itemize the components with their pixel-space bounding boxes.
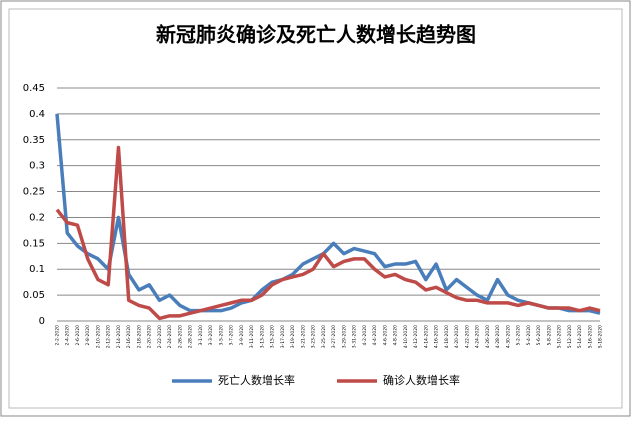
x-tick-label: 2-8-2020 [85,325,91,346]
x-tick-label: 2-16-2020 [126,325,132,348]
x-tick-label: 4-4-2020 [372,325,378,346]
y-tick-label: 0.2 [29,212,45,223]
x-tick-label: 4-12-2020 [413,325,419,348]
x-tick-label: 4-28-2020 [495,325,501,348]
x-tick-label: 3-17-2020 [280,325,286,348]
x-tick-label: 2-28-2020 [188,325,194,348]
x-tick-label: 5-16-2020 [587,325,593,348]
x-tick-label: 3-3-2020 [208,325,214,346]
x-tick-label: 3-13-2020 [259,325,265,348]
y-tick-label: 0.35 [23,135,45,146]
x-tick-label: 2-10-2020 [95,325,101,348]
x-tick-label: 4-8-2020 [393,325,399,346]
x-tick-label: 2-20-2020 [147,325,153,348]
x-tick-label: 3-1-2020 [198,325,204,346]
y-tick-label: 0.25 [23,187,45,198]
x-tick-label: 3-11-2020 [249,325,255,348]
series-line [55,145,601,321]
x-tick-label: 3-15-2020 [270,325,276,348]
x-tick-label: 3-19-2020 [290,325,296,348]
y-tick-label: 0.3 [29,161,45,172]
x-tick-label: 5-12-2020 [567,325,573,348]
x-tick-label: 2-22-2020 [157,325,163,348]
x-tick-label: 5-8-2020 [546,325,552,346]
x-tick-label: 5-18-2020 [598,325,604,348]
plot-frame [8,8,623,409]
y-tick-label: 0.15 [23,238,45,249]
x-tick-label: 3-27-2020 [331,325,337,348]
x-tick-label: 2-24-2020 [167,325,173,348]
x-tick-label: 3-29-2020 [341,325,347,348]
x-tick-label: 4-10-2020 [403,325,409,348]
x-tick-label: 2-12-2020 [106,325,112,348]
x-tick-label: 2-4-2020 [65,325,71,346]
x-tick-label: 5-14-2020 [577,325,583,348]
x-tick-label: 4-6-2020 [382,325,388,346]
x-tick-label: 3-25-2020 [321,325,327,348]
y-tick-label: 0.1 [29,264,45,275]
x-tick-label: 4-18-2020 [444,325,450,348]
y-tick-label: 0.45 [23,83,45,94]
legend-label: 死亡人数增长率 [218,373,295,387]
legend-label: 确诊人数增长率 [383,373,460,387]
chart-title: 新冠肺炎确诊及死亡人数增长趋势图 [156,23,476,47]
x-tick-label: 3-23-2020 [311,325,317,348]
x-tick-label: 5-2-2020 [516,325,522,346]
x-tick-label: 3-7-2020 [229,325,235,346]
x-tick-label: 2-18-2020 [136,325,142,348]
y-tick-label: 0.05 [23,290,45,301]
x-tick-label: 4-14-2020 [423,325,429,348]
x-tick-label: 5-4-2020 [526,325,532,346]
x-tick-label: 2-2-2020 [55,325,61,346]
x-tick-label: 2-26-2020 [177,325,183,348]
x-tick-label: 4-22-2020 [464,325,470,348]
x-tick-label: 3-9-2020 [239,325,245,346]
x-tick-label: 5-10-2020 [557,325,563,348]
x-tick-label: 4-16-2020 [434,325,440,348]
x-tick-label: 5-6-2020 [536,325,542,346]
x-tick-label: 4-26-2020 [485,325,491,348]
x-tick-label: 3-5-2020 [218,325,224,346]
series-line [55,113,601,315]
x-tick-label: 4-24-2020 [475,325,481,348]
x-tick-label: 2-14-2020 [116,325,122,348]
x-tick-label: 4-2-2020 [362,325,368,346]
y-tick-label: 0.4 [29,109,45,120]
y-tick-label: 0 [39,316,45,327]
x-tick-label: 3-21-2020 [300,325,306,348]
x-tick-label: 4-30-2020 [505,325,511,348]
x-tick-label: 3-31-2020 [352,325,358,348]
x-tick-label: 4-20-2020 [454,325,460,348]
x-tick-label: 2-6-2020 [75,325,81,346]
